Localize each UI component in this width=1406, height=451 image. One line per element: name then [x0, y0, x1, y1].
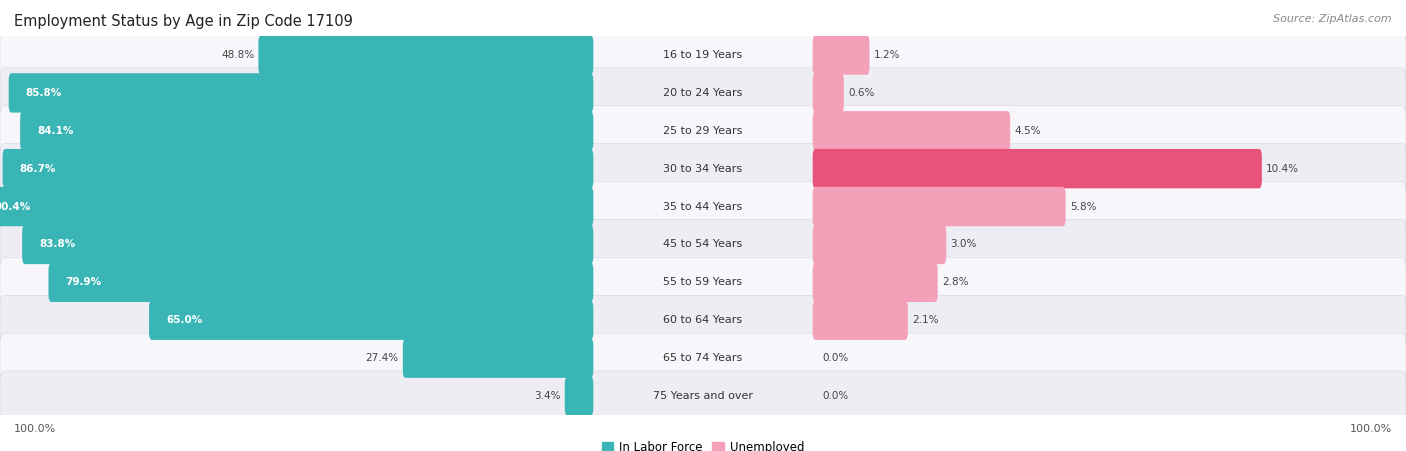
FancyBboxPatch shape	[3, 149, 593, 189]
FancyBboxPatch shape	[0, 187, 593, 226]
Text: 3.0%: 3.0%	[950, 239, 977, 249]
FancyBboxPatch shape	[259, 35, 593, 75]
Text: 79.9%: 79.9%	[65, 277, 101, 287]
FancyBboxPatch shape	[20, 111, 593, 151]
FancyBboxPatch shape	[813, 225, 946, 264]
FancyBboxPatch shape	[813, 35, 869, 75]
FancyBboxPatch shape	[0, 258, 1406, 307]
FancyBboxPatch shape	[149, 300, 593, 340]
FancyBboxPatch shape	[0, 68, 1406, 118]
Text: 30 to 34 Years: 30 to 34 Years	[664, 164, 742, 174]
Text: 25 to 29 Years: 25 to 29 Years	[664, 126, 742, 136]
FancyBboxPatch shape	[0, 106, 1406, 156]
FancyBboxPatch shape	[813, 300, 908, 340]
Text: 48.8%: 48.8%	[221, 50, 254, 60]
FancyBboxPatch shape	[565, 376, 593, 416]
Text: 10.4%: 10.4%	[1265, 164, 1299, 174]
Text: 4.5%: 4.5%	[1015, 126, 1040, 136]
Text: 2.8%: 2.8%	[942, 277, 969, 287]
Text: 0.0%: 0.0%	[823, 391, 849, 401]
Text: 90.4%: 90.4%	[0, 202, 31, 212]
Text: 0.0%: 0.0%	[823, 353, 849, 363]
FancyBboxPatch shape	[0, 371, 1406, 421]
Text: 85.8%: 85.8%	[25, 88, 62, 98]
FancyBboxPatch shape	[8, 73, 593, 113]
Text: 16 to 19 Years: 16 to 19 Years	[664, 50, 742, 60]
Text: 100.0%: 100.0%	[14, 424, 56, 434]
FancyBboxPatch shape	[813, 187, 1066, 226]
FancyBboxPatch shape	[0, 144, 1406, 193]
Text: 0.6%: 0.6%	[848, 88, 875, 98]
Text: 35 to 44 Years: 35 to 44 Years	[664, 202, 742, 212]
FancyBboxPatch shape	[0, 295, 1406, 345]
FancyBboxPatch shape	[22, 225, 593, 264]
Text: 83.8%: 83.8%	[39, 239, 76, 249]
FancyBboxPatch shape	[48, 262, 593, 302]
Text: 3.4%: 3.4%	[534, 391, 561, 401]
Text: 86.7%: 86.7%	[20, 164, 56, 174]
Text: 27.4%: 27.4%	[366, 353, 398, 363]
FancyBboxPatch shape	[0, 30, 1406, 80]
Text: 20 to 24 Years: 20 to 24 Years	[664, 88, 742, 98]
Text: 55 to 59 Years: 55 to 59 Years	[664, 277, 742, 287]
FancyBboxPatch shape	[813, 149, 1261, 189]
Text: 65 to 74 Years: 65 to 74 Years	[664, 353, 742, 363]
FancyBboxPatch shape	[0, 182, 1406, 231]
Text: 2.1%: 2.1%	[912, 315, 939, 325]
FancyBboxPatch shape	[813, 111, 1010, 151]
Text: 84.1%: 84.1%	[37, 126, 73, 136]
Text: 100.0%: 100.0%	[1350, 424, 1392, 434]
FancyBboxPatch shape	[813, 262, 938, 302]
Text: 5.8%: 5.8%	[1070, 202, 1097, 212]
FancyBboxPatch shape	[0, 220, 1406, 269]
Legend: In Labor Force, Unemployed: In Labor Force, Unemployed	[598, 436, 808, 451]
Text: Employment Status by Age in Zip Code 17109: Employment Status by Age in Zip Code 171…	[14, 14, 353, 28]
FancyBboxPatch shape	[0, 333, 1406, 383]
FancyBboxPatch shape	[402, 338, 593, 378]
Text: 60 to 64 Years: 60 to 64 Years	[664, 315, 742, 325]
FancyBboxPatch shape	[813, 73, 844, 113]
Text: 1.2%: 1.2%	[873, 50, 900, 60]
Text: 45 to 54 Years: 45 to 54 Years	[664, 239, 742, 249]
Text: 65.0%: 65.0%	[166, 315, 202, 325]
Text: Source: ZipAtlas.com: Source: ZipAtlas.com	[1274, 14, 1392, 23]
Text: 75 Years and over: 75 Years and over	[652, 391, 754, 401]
